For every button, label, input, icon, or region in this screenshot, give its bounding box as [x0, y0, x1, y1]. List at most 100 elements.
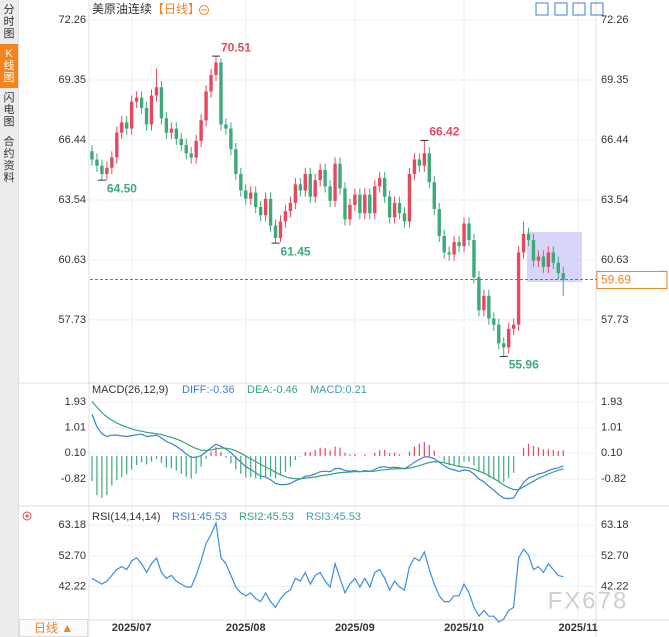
y-tick-label: 72.26 [601, 14, 629, 26]
candle-body [392, 202, 397, 218]
candle-body [368, 194, 372, 214]
candle-body [526, 233, 531, 241]
tab[interactable]: K线图 [0, 44, 18, 88]
candle-body [387, 196, 392, 218]
tool-icon[interactable] [590, 2, 604, 16]
candle-body [328, 186, 332, 201]
y-tick-label: 0.10 [601, 447, 622, 459]
settings-icon[interactable] [22, 511, 32, 521]
candle-body [506, 328, 511, 348]
zoom-icon[interactable] [199, 5, 209, 15]
period-selector[interactable]: 日线 ▲ [19, 619, 88, 637]
panel-title: MACD(26,12,9) [92, 384, 168, 396]
y-tick-label: 52.70 [601, 550, 629, 562]
candle-body [373, 186, 377, 214]
candle-body [129, 101, 134, 129]
candle-body [115, 132, 119, 158]
annotation: 55.96 [509, 358, 539, 372]
candle-body [258, 207, 263, 216]
candle-body [174, 128, 179, 139]
tab[interactable]: 合约资料 [3, 136, 15, 184]
candle-body [189, 153, 193, 158]
candle-body [323, 169, 327, 187]
candle-body [467, 223, 471, 241]
candle-body [477, 277, 481, 311]
sidebar: 分时图 K线图 闪电图 合约资料 [0, 0, 19, 637]
candle-body [546, 252, 551, 267]
legend-entry: RSI2:45.53 [239, 511, 294, 523]
candle-body [521, 233, 526, 253]
y-tick-label: 52.70 [58, 550, 86, 562]
candle-body [457, 242, 461, 247]
candle-body [536, 256, 541, 261]
y-tick-label: 0.10 [65, 447, 86, 459]
annotation: 61.45 [281, 244, 311, 258]
candle-body [447, 252, 451, 255]
y-tick-label: 60.63 [58, 254, 86, 266]
candle-body [234, 149, 238, 174]
candle-body [95, 159, 99, 166]
chart-title: 美原油连续 [92, 1, 152, 16]
candle-body [303, 173, 307, 191]
candle-body [194, 140, 198, 158]
candle-body [224, 124, 228, 129]
legend-entry: MACD:0.21 [310, 384, 367, 396]
legend-entry: DIFF:-0.36 [182, 384, 235, 396]
candle-body [556, 262, 560, 274]
annotation: 66.42 [429, 125, 459, 139]
grid [90, 0, 595, 620]
candle-body [179, 138, 183, 146]
candle-body [199, 120, 203, 141]
y-tick-label: 1.01 [65, 422, 86, 434]
candle-body [134, 97, 139, 102]
candle-body [283, 211, 288, 222]
candle-body [209, 74, 213, 92]
candle-body [204, 91, 208, 121]
y-tick-label: 63.54 [58, 194, 86, 206]
candle-body [511, 324, 516, 329]
candle-body [502, 343, 506, 348]
candle-body [407, 173, 412, 222]
candle-body [278, 221, 283, 238]
candle-body [159, 87, 164, 119]
candle-body [169, 128, 174, 133]
candle-body [561, 273, 565, 280]
y-tick-label: 1.01 [601, 422, 622, 434]
candle-body [318, 169, 322, 181]
settings-icon [25, 514, 29, 518]
candle-body [378, 178, 382, 187]
candle-body [229, 128, 233, 150]
candle-body [149, 95, 154, 125]
tool-icon[interactable] [535, 2, 549, 16]
candle-body [551, 252, 556, 263]
x-tick-label: 2025/10 [444, 622, 484, 634]
candle-body [482, 295, 486, 311]
y-tick-label: 63.18 [58, 519, 86, 531]
y-tick-label: -0.82 [61, 473, 86, 485]
legend-entry: RSI1:45.53 [172, 511, 227, 523]
tool-icon[interactable] [572, 2, 586, 16]
candle-body [298, 184, 303, 191]
legend-entry: DEA:-0.46 [247, 384, 298, 396]
tab[interactable]: 分时图 [3, 4, 15, 40]
tool-icon[interactable] [554, 2, 568, 16]
candle-body [541, 256, 546, 267]
candle-body [487, 295, 491, 319]
candle-body [492, 318, 496, 325]
toolbar [535, 2, 604, 16]
candle-body [437, 209, 441, 236]
candle-body [313, 180, 317, 197]
tab[interactable]: 闪电图 [3, 92, 15, 128]
y-tick-label: 66.44 [601, 134, 629, 146]
x-tick-label: 2025/09 [335, 622, 375, 634]
legend-entry: RSI3:45.53 [306, 511, 361, 523]
candle-body [462, 223, 466, 247]
candle-body [531, 240, 536, 261]
y-tick-label: 66.44 [58, 134, 86, 146]
candle-body [333, 163, 337, 201]
candle-body [105, 167, 109, 174]
candle-body [154, 87, 159, 96]
candle-body [214, 62, 218, 75]
